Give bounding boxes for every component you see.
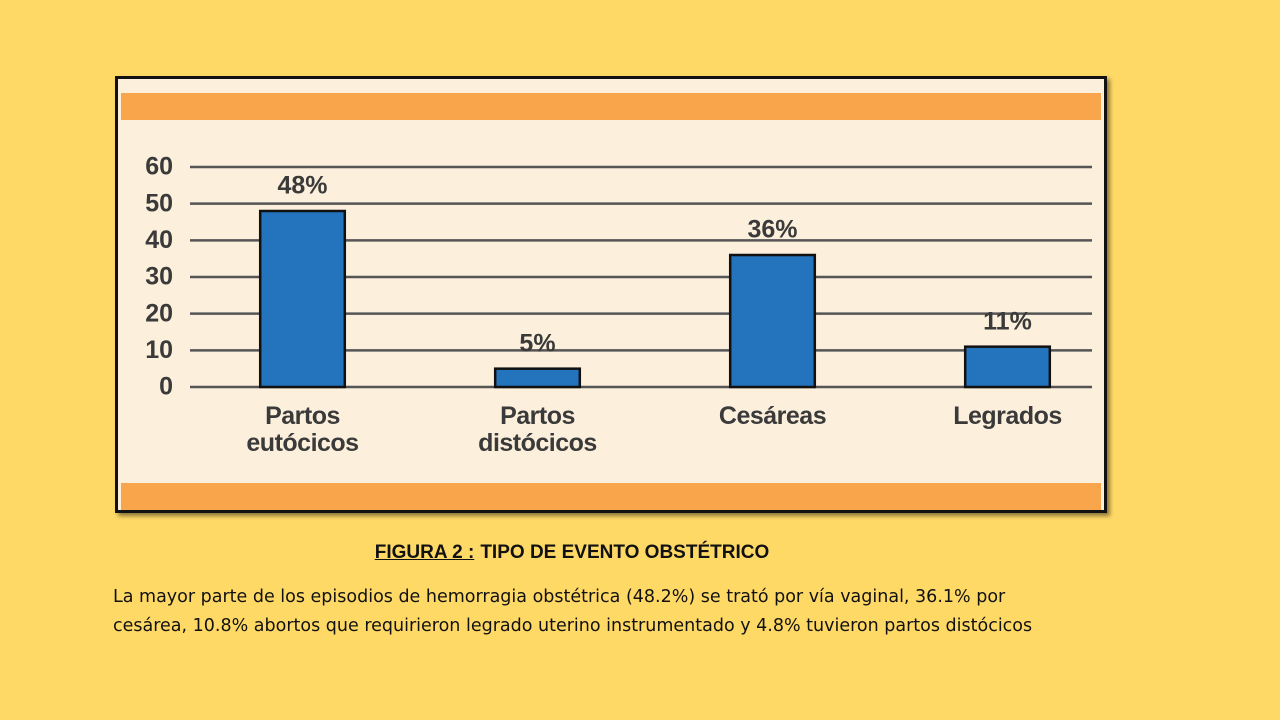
value-label: 48% [277,172,327,200]
x-tick-label: Partos distócicos [478,402,597,457]
y-tick-label: 10 [145,336,173,364]
bar [963,345,1052,389]
value-label: 11% [983,307,1032,335]
y-tick-label: 0 [159,373,173,401]
x-tick-label: Cesáreas [718,402,827,430]
y-tick-label: 50 [145,189,173,217]
bar [728,253,817,389]
y-tick-label: 30 [145,263,173,291]
value-label: 36% [747,216,797,244]
bottom-band [121,483,1101,510]
bar [258,209,347,389]
bar [493,367,582,389]
caption-label: FIGURA 2 : [374,542,475,563]
value-label: 5% [519,329,555,357]
x-tick-label: Partos eutócicos [246,402,359,457]
y-tick-label: 20 [145,299,173,327]
chart: 0 10 20 30 40 50 60 48% 5% 36% 11% [145,153,1092,401]
y-tick-label: 40 [145,226,173,254]
caption: FIGURA 2 : TIPO DE EVENTO OBSTÉTRICO [0,542,1144,564]
description: La mayor parte de los episodios de hemor… [113,587,1033,636]
caption-title: TIPO DE EVENTO OBSTÉTRICO [480,542,770,563]
chart-frame: 0 10 20 30 40 50 60 48% 5% 36% 11% Partos eutócico… [115,76,1107,513]
top-band [121,93,1101,120]
x-tick-label: Legrados [953,402,1062,430]
y-tick-label: 60 [145,153,173,181]
